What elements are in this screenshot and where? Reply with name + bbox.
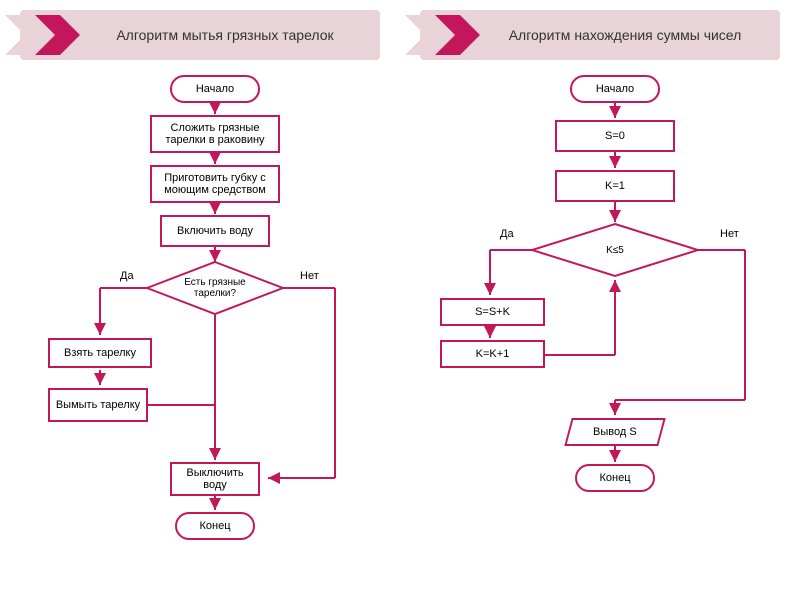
end-node: Конец — [175, 512, 255, 540]
loop-step2: Вымыть тарелку — [48, 388, 148, 422]
loop-kk1: K=K+1 — [440, 340, 545, 368]
loop-step1: Взять тарелку — [48, 338, 152, 368]
process-s0: S=0 — [555, 120, 675, 152]
loop-ssk: S=S+K — [440, 298, 545, 326]
end-node: Конец — [575, 464, 655, 492]
process-step1: Сложить грязные тарелки в раковину — [150, 115, 280, 153]
left-flowchart: Алгоритм мытья грязных тарелок Начало Сл… — [0, 0, 400, 600]
process-k1: K=1 — [555, 170, 675, 202]
no-label: Нет — [300, 270, 324, 282]
chevron-icon — [0, 10, 95, 60]
process-step4: Выключить воду — [170, 462, 260, 496]
output-node: Вывод S — [564, 418, 666, 446]
start-node: Начало — [570, 75, 660, 103]
no-label: Нет — [720, 228, 744, 240]
chevron-icon — [400, 10, 495, 60]
decision-text: Есть грязные тарелки? — [170, 268, 260, 308]
process-step2: Приготовить губку с моющим средством — [150, 165, 280, 203]
right-flowchart: Алгоритм нахождения суммы чисел Начало S… — [400, 0, 800, 600]
process-step3: Включить воду — [160, 215, 270, 247]
yes-label: Да — [500, 228, 524, 240]
start-node: Начало — [170, 75, 260, 103]
decision-text: K≤5 — [585, 240, 645, 260]
yes-label: Да — [120, 270, 144, 282]
output-text: Вывод S — [593, 426, 637, 438]
